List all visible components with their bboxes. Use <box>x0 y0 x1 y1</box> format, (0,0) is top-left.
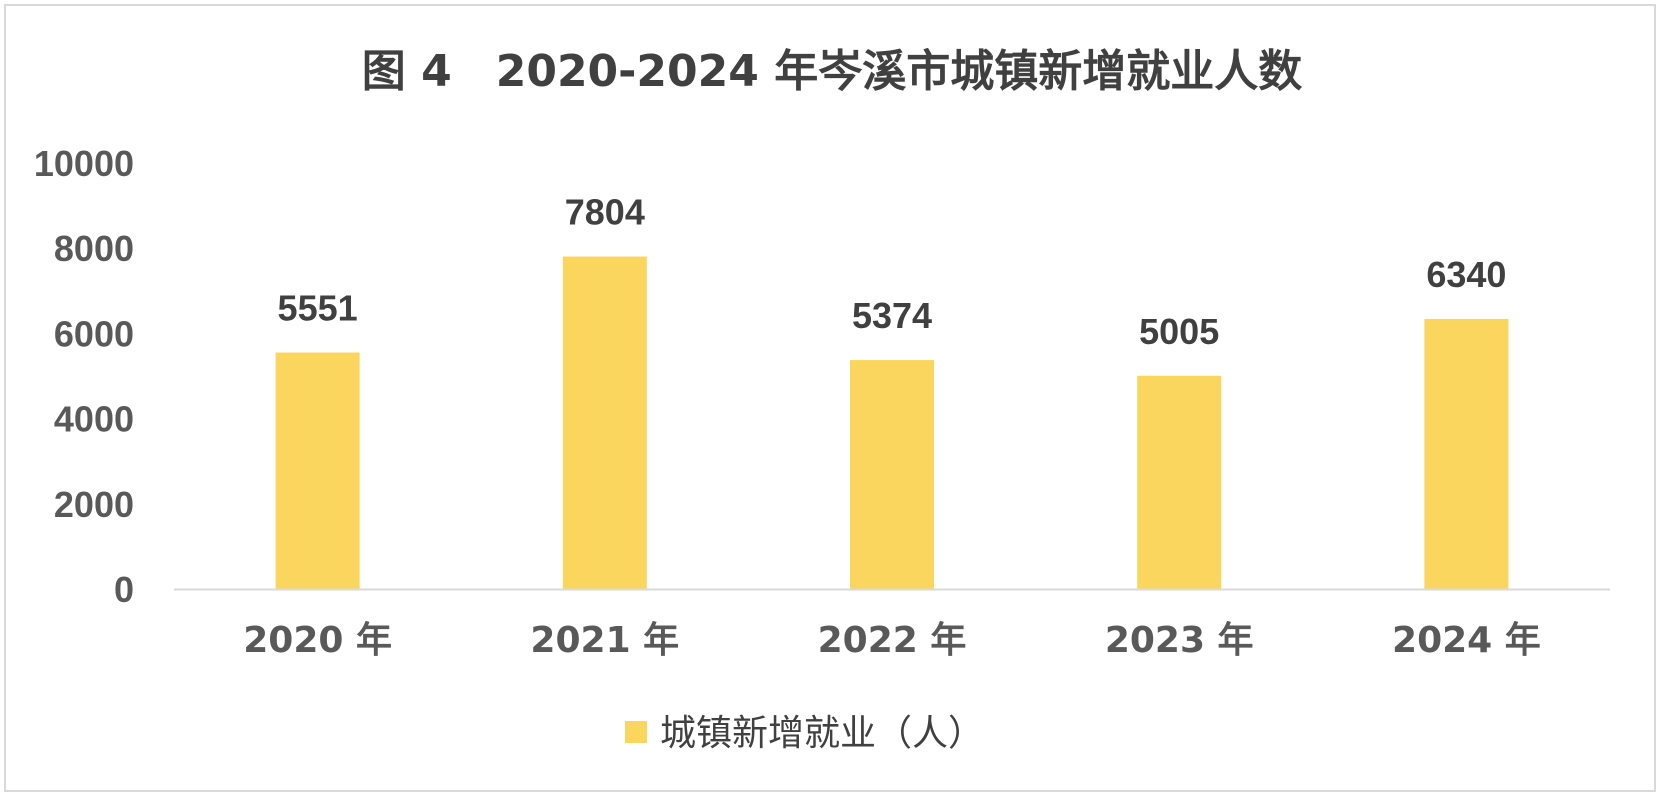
bar-series <box>275 256 1509 589</box>
bar <box>275 352 360 589</box>
bar <box>562 256 647 589</box>
legend-label: 城镇新增就业（人） <box>660 713 984 754</box>
data-label: 5551 <box>278 288 358 329</box>
x-tick-label: 2020 年 <box>243 620 392 661</box>
data-label: 5374 <box>852 295 932 336</box>
legend: 城镇新增就业（人） <box>625 713 984 754</box>
data-labels: 5551 7804 5374 5005 6340 <box>278 192 1507 352</box>
y-axis: 0 2000 4000 6000 8000 10000 <box>34 143 134 610</box>
data-label: 7804 <box>565 192 645 233</box>
bar-chart: 图 4 2020-2024 年岑溪市城镇新增就业人数 0 2000 4000 6000… <box>34 46 1610 754</box>
x-tick-label: 2023 年 <box>1105 620 1254 661</box>
y-tick-label: 6000 <box>54 313 134 354</box>
data-label: 5005 <box>1139 311 1219 352</box>
y-tick-label: 0 <box>114 569 134 610</box>
x-axis: 2020 年 2021 年 2022 年 2023 年 2024 年 <box>243 620 1541 661</box>
y-tick-label: 10000 <box>34 143 134 184</box>
x-tick-label: 2021 年 <box>530 620 679 661</box>
legend-swatch <box>625 721 647 743</box>
chart-frame: 图 4 2020-2024 年岑溪市城镇新增就业人数 0 2000 4000 6000… <box>4 4 1656 792</box>
chart-title: 图 4 2020-2024 年岑溪市城镇新增就业人数 <box>362 46 1302 97</box>
data-label: 6340 <box>1426 254 1506 295</box>
bar <box>850 360 934 589</box>
y-tick-label: 4000 <box>54 399 134 440</box>
bar <box>1424 318 1509 589</box>
x-tick-label: 2022 年 <box>818 620 967 661</box>
y-tick-label: 2000 <box>54 484 134 525</box>
x-tick-label: 2024 年 <box>1392 620 1541 661</box>
y-tick-label: 8000 <box>54 228 134 269</box>
bar <box>1137 375 1222 589</box>
